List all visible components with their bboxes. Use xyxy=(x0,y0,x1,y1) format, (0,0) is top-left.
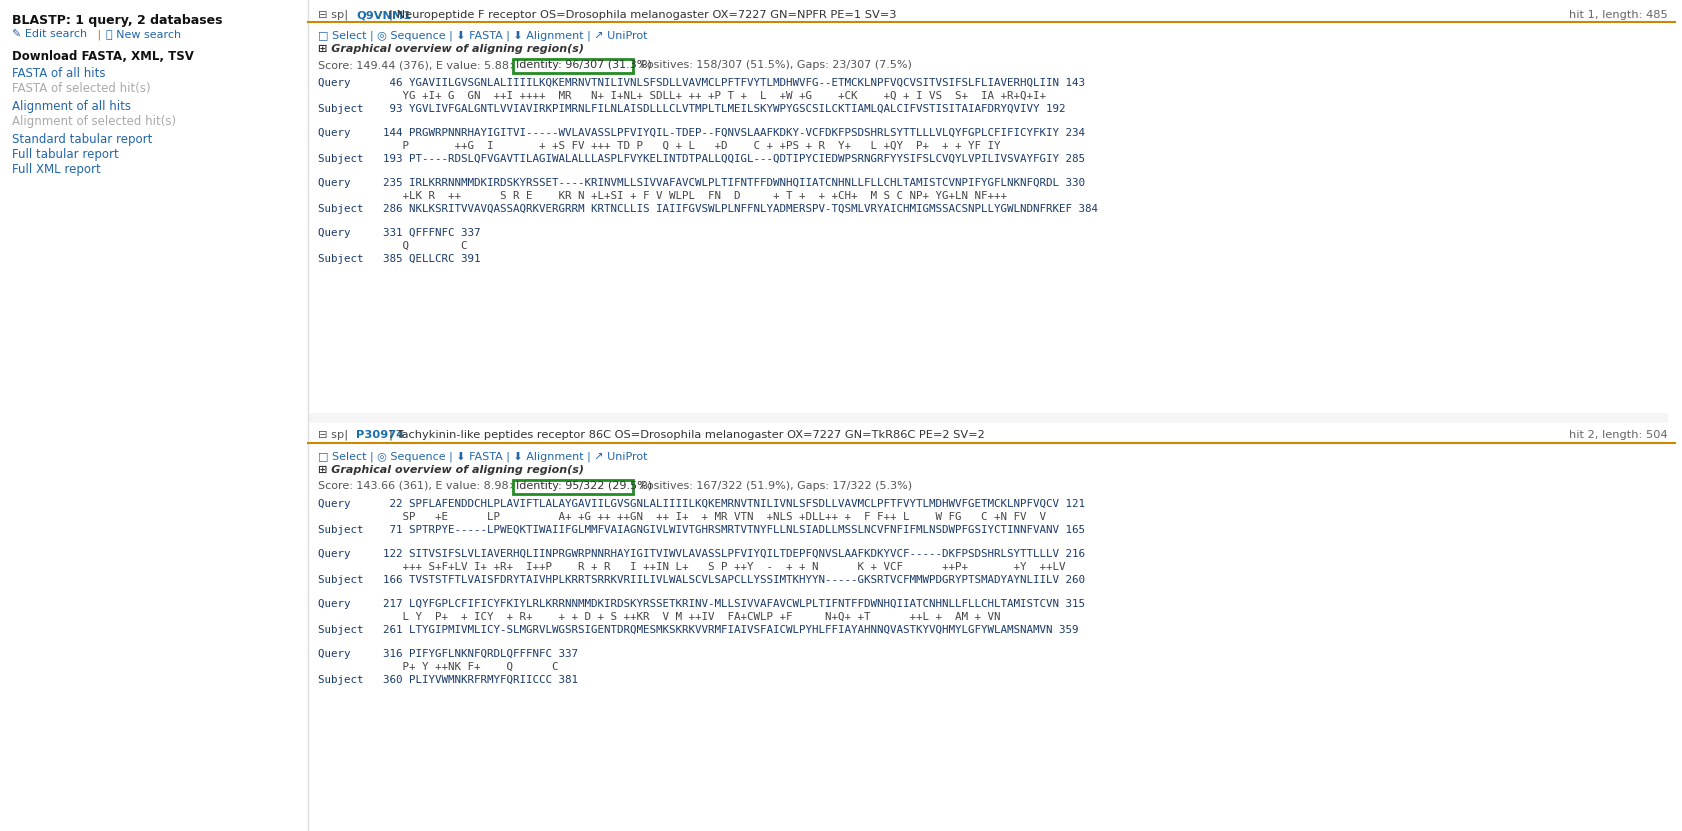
Text: Q        C: Q C xyxy=(318,241,468,251)
Text: P+ Y ++NK F+    Q      C: P+ Y ++NK F+ Q C xyxy=(318,662,558,672)
Text: +LK R  ++      S R E    KR N +L+SI + F V WLPL  FN  D     + T +  + +CH+  M S C NP: +LK R ++ S R E KR N +L+SI + F V WLPL FN … xyxy=(318,191,1006,201)
Text: Score: 143.66 (361), E value: 8.98×10⁻³⁹,: Score: 143.66 (361), E value: 8.98×10⁻³⁹… xyxy=(318,481,553,491)
Bar xyxy=(308,413,1667,423)
Text: FASTA of all hits: FASTA of all hits xyxy=(12,67,106,80)
Text: ⊞ Graphical overview of aligning region(s): ⊞ Graphical overview of aligning region(… xyxy=(318,44,584,54)
Text: Score: 149.44 (376), E value: 5.88×10⁻⁴¹,: Score: 149.44 (376), E value: 5.88×10⁻⁴¹… xyxy=(318,60,553,70)
Text: Query     122 SITVSIFSLVLIAVERHQLIINPRGWRPNNRHAYIGITVIWVLAVASSLPFVIYQILTDEPFQNVS: Query 122 SITVSIFSLVLIAVERHQLIINPRGWRPNN… xyxy=(318,549,1085,559)
Text: hit 2, length: 504: hit 2, length: 504 xyxy=(1568,430,1667,440)
Text: Positives: 167/322 (51.9%), Gaps: 17/322 (5.3%): Positives: 167/322 (51.9%), Gaps: 17/322… xyxy=(636,481,912,491)
Text: Subject   360 PLIYVWMNKRFRMYFQRIICCC 381: Subject 360 PLIYVWMNKRFRMYFQRIICCC 381 xyxy=(318,675,577,685)
Text: □ Select | ◎ Sequence | ⬇ FASTA | ⬇ Alignment | ↗ UniProt: □ Select | ◎ Sequence | ⬇ FASTA | ⬇ Alig… xyxy=(318,451,648,461)
Text: Query      22 SPFLAFENDDCHLPLAVIFTLALAYGAVIILGVSGNLALIIIILKQKEMRNVTNILIVNLSFSDLL: Query 22 SPFLAFENDDCHLPLAVIFTLALAYGAVIIL… xyxy=(318,499,1085,509)
Text: ⎙ New search: ⎙ New search xyxy=(106,29,182,39)
Text: Subject   286 NKLKSRITVVAVQASSAQRKVERGRRM KRTNCLLIS IAIIFGVSWLPLNFFNLYADMERSPV-T: Subject 286 NKLKSRITVVAVQASSAQRKVERGRRM … xyxy=(318,204,1097,214)
Text: □ Select | ◎ Sequence | ⬇ FASTA | ⬇ Alignment | ↗ UniProt: □ Select | ◎ Sequence | ⬇ FASTA | ⬇ Alig… xyxy=(318,30,648,41)
Text: Query     316 PIFYGFLNKNFQRDLQFFFNFC 337: Query 316 PIFYGFLNKNFQRDLQFFFNFC 337 xyxy=(318,649,577,659)
Text: hit 1, length: 485: hit 1, length: 485 xyxy=(1568,10,1667,20)
Text: Subject    93 YGVLIVFGALGNTLVVIAVIRKPIMRNLFILNLAISDLLLCLVTMPLTLMEILSKYWPYGSCSILC: Subject 93 YGVLIVFGALGNTLVVIAVIRKPIMRNLF… xyxy=(318,104,1065,114)
Text: Standard tabular report: Standard tabular report xyxy=(12,133,153,146)
FancyBboxPatch shape xyxy=(513,59,632,73)
Text: YG +I+ G  GN  ++I ++++  MR   N+ I+NL+ SDLL+ ++ +P T +  L  +W +G    +CK    +Q + I: YG +I+ G GN ++I ++++ MR N+ I+NL+ SDLL+ +… xyxy=(318,91,1046,101)
Text: Query     235 IRLKRRNNMMDKIRDSKYRSSET----KRINVMLLSIVVAFAVCWLPLTIFNTFFDWNHQIIATCN: Query 235 IRLKRRNNMMDKIRDSKYRSSET----KRI… xyxy=(318,178,1085,188)
Text: Full tabular report: Full tabular report xyxy=(12,148,119,161)
Text: L Y  P+  + ICY  + R+    + + D + S ++KR  V M ++IV  FA+CWLP +F     N+Q+ +T      ++: L Y P+ + ICY + R+ + + D + S ++KR V M ++I… xyxy=(318,612,999,622)
Text: Subject    71 SPTRPYE-----LPWEQKTIWAIIFGLMMFVAIAGNGIVLWIVTGHRSMRTVTNYFLLNLSIADLL: Subject 71 SPTRPYE-----LPWEQKTIWAIIFGLMM… xyxy=(318,525,1085,535)
Text: Download FASTA, XML, TSV: Download FASTA, XML, TSV xyxy=(12,50,193,63)
Text: Alignment of selected hit(s): Alignment of selected hit(s) xyxy=(12,115,177,128)
Text: BLASTP: 1 query, 2 databases: BLASTP: 1 query, 2 databases xyxy=(12,14,222,27)
Text: | Neuropeptide F receptor OS=Drosophila melanogaster OX=7227 GN=NPFR PE=1 SV=3: | Neuropeptide F receptor OS=Drosophila … xyxy=(389,10,897,21)
Text: ⊟ sp|: ⊟ sp| xyxy=(318,430,348,440)
Text: P30974: P30974 xyxy=(357,430,404,440)
Text: Subject   193 PT----RDSLQFVGAVTILAGIWALALLLASPLFVYKELINTDTPALLQQIGL---QDTIPYCIED: Subject 193 PT----RDSLQFVGAVTILAGIWALALL… xyxy=(318,154,1085,164)
Text: Identity: 95/322 (29.5%): Identity: 95/322 (29.5%) xyxy=(516,481,653,491)
Text: Subject   166 TVSTSTFTLVAISFDRYTAIVHPLKRRTSRRKVRIILIVLWALSCVLSAPCLLYSSIMTKHYYN--: Subject 166 TVSTSTFTLVAISFDRYTAIVHPLKRRT… xyxy=(318,575,1085,585)
Text: Subject   261 LTYGIPMIVMLICY-SLMGRVLWGSRSIGENTDRQMESMKSKRKVVRMFIAIVSFAICWLPYHLFF: Subject 261 LTYGIPMIVMLICY-SLMGRVLWGSRSI… xyxy=(318,625,1078,635)
Text: Positives: 158/307 (51.5%), Gaps: 23/307 (7.5%): Positives: 158/307 (51.5%), Gaps: 23/307… xyxy=(636,60,912,70)
Text: Full XML report: Full XML report xyxy=(12,163,101,176)
Text: | Tachykinin-like peptides receptor 86C OS=Drosophila melanogaster OX=7227 GN=Tk: | Tachykinin-like peptides receptor 86C … xyxy=(389,430,984,440)
Text: ✎ Edit search: ✎ Edit search xyxy=(12,29,87,39)
Text: Alignment of all hits: Alignment of all hits xyxy=(12,100,131,113)
Text: Query     144 PRGWRPNNRHAYIGITVI-----WVLAVASSLPFVIYQIL-TDEP--FQNVSLAAFKDKY-VCFDK: Query 144 PRGWRPNNRHAYIGITVI-----WVLAVAS… xyxy=(318,128,1085,138)
Text: Query     331 QFFFNFC 337: Query 331 QFFFNFC 337 xyxy=(318,228,481,238)
Text: Subject   385 QELLCRC 391: Subject 385 QELLCRC 391 xyxy=(318,254,481,264)
Text: Identity: 96/307 (31.3%): Identity: 96/307 (31.3%) xyxy=(516,60,651,70)
Text: ⊟ sp|: ⊟ sp| xyxy=(318,10,348,21)
Text: ⊞ Graphical overview of aligning region(s): ⊞ Graphical overview of aligning region(… xyxy=(318,465,584,475)
Text: Q9VNM1: Q9VNM1 xyxy=(357,10,410,20)
Text: P       ++G  I       + +S FV +++ TD P   Q + L   +D    C + +PS + R  Y+   L +QY  P: P ++G I + +S FV +++ TD P Q + L +D C + +P… xyxy=(318,141,999,151)
Text: +++ S+F+LV I+ +R+  I++P    R + R   I ++IN L+   S P ++Y  -  + + N      K + VCF   : +++ S+F+LV I+ +R+ I++P R + R I ++IN L+ S… xyxy=(318,562,1065,572)
Text: Query     217 LQYFGPLCFIFICYFKIYLRLKRRNNMMDKIRDSKYRSSETKRINV-MLLSIVVAFAVCWLPLTIF: Query 217 LQYFGPLCFIFICYFKIYLRLKRRNNMMDK… xyxy=(318,599,1085,609)
Text: Query      46 YGAVIILGVSGNLALIIIILKQKEMRNVTNILIVNLSFSDLLVAVMCLPFTFVYTLMDHWVFG--E: Query 46 YGAVIILGVSGNLALIIIILKQKEMRNVTNI… xyxy=(318,78,1085,88)
Text: SP   +E      LP         A+ +G ++ ++GN  ++ I+  + MR VTN  +NLS +DLL++ +  F F++ L  : SP +E LP A+ +G ++ ++GN ++ I+ + MR VTN +N… xyxy=(318,512,1046,522)
Text: FASTA of selected hit(s): FASTA of selected hit(s) xyxy=(12,82,150,95)
Text: |: | xyxy=(94,29,104,40)
FancyBboxPatch shape xyxy=(513,480,632,494)
